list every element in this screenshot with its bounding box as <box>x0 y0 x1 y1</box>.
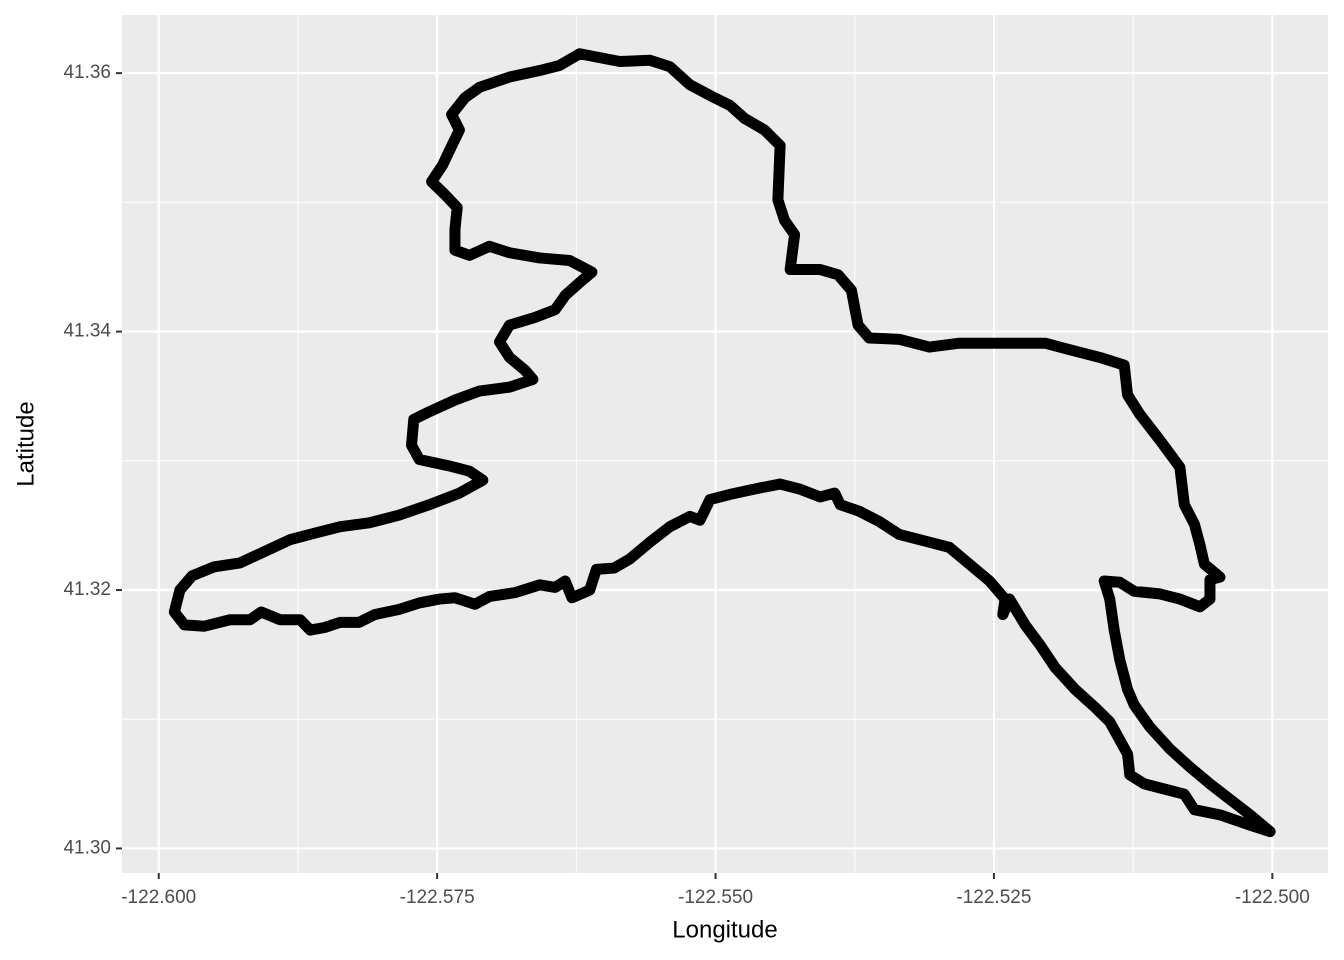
x-tick-label: -122.525 <box>956 887 1031 908</box>
plot-panel <box>122 15 1328 873</box>
x-tick-label: -122.575 <box>400 887 475 908</box>
x-tick-label: -122.600 <box>121 887 196 908</box>
x-axis-title: Longitude <box>672 916 777 943</box>
y-tick-label: 41.34 <box>63 321 111 342</box>
y-tick-label: 41.32 <box>63 579 111 600</box>
x-tick-label: -122.550 <box>678 887 753 908</box>
y-axis-title: Latitude <box>12 401 39 486</box>
y-tick-label: 41.30 <box>63 837 111 858</box>
y-tick-label: 41.36 <box>63 62 111 83</box>
x-tick-label: -122.500 <box>1235 887 1310 908</box>
track-path <box>168 48 1276 838</box>
